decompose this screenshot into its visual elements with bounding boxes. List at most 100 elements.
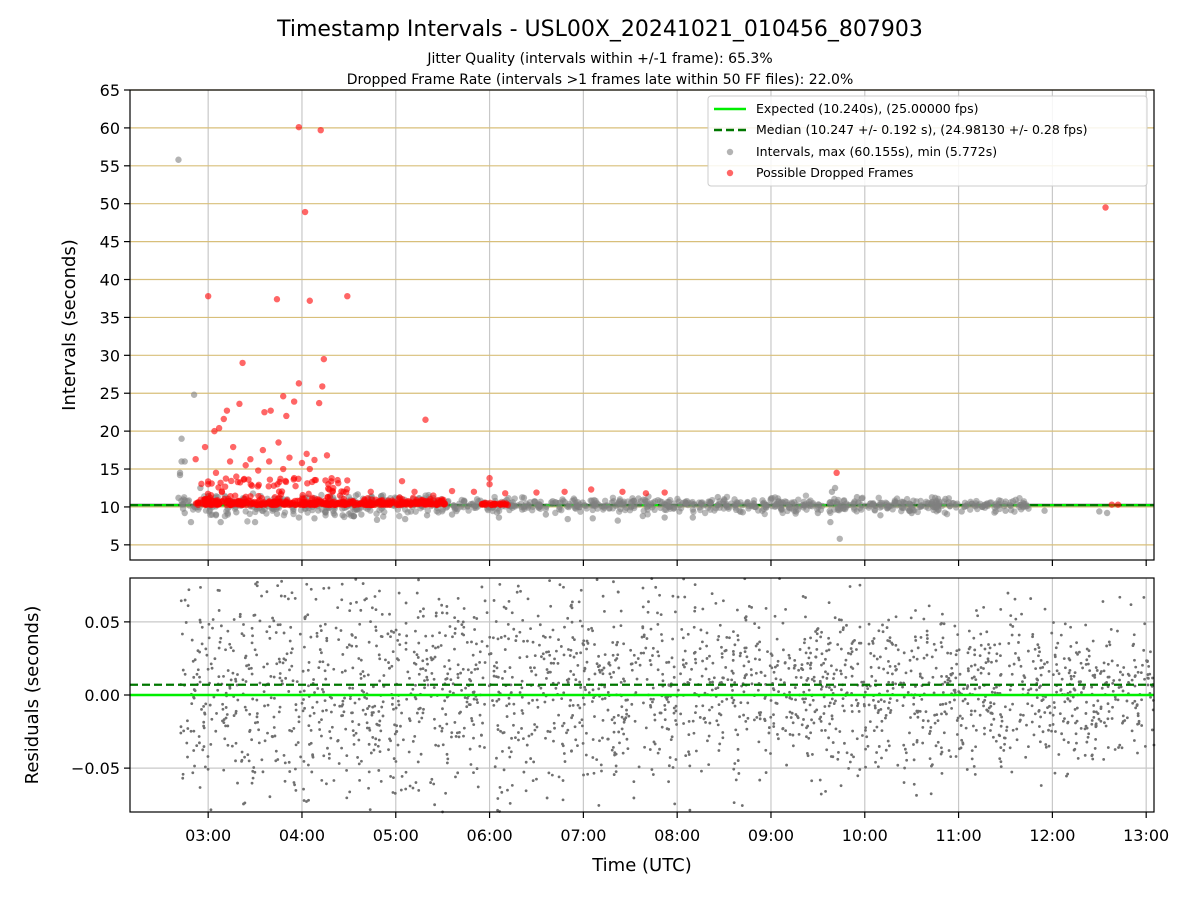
interval-point xyxy=(877,512,884,519)
dropped-frame-point xyxy=(201,443,209,451)
residual-point xyxy=(1090,722,1094,726)
residual-point xyxy=(844,658,848,662)
residual-point xyxy=(272,726,276,729)
residual-point xyxy=(192,729,196,733)
residual-point xyxy=(949,673,953,677)
residual-point xyxy=(903,766,907,770)
residual-point xyxy=(611,746,615,749)
residual-point xyxy=(432,686,436,689)
residual-point xyxy=(463,696,467,700)
residual-point xyxy=(505,715,509,718)
residual-point xyxy=(198,675,201,679)
residual-point xyxy=(415,711,419,715)
interval-point xyxy=(767,495,775,502)
interval-point xyxy=(520,494,528,502)
residual-point xyxy=(807,736,811,740)
residual-point xyxy=(956,716,960,720)
residual-point xyxy=(550,773,554,777)
residual-point xyxy=(994,739,998,743)
residual-point xyxy=(1141,663,1144,667)
residual-point xyxy=(397,703,401,707)
dropped-frame-point xyxy=(642,490,650,497)
residual-point xyxy=(894,643,898,647)
residual-point xyxy=(715,719,719,723)
residual-point xyxy=(255,653,259,657)
residual-point xyxy=(1065,774,1068,778)
residual-point xyxy=(278,623,282,627)
interval-point xyxy=(643,498,651,505)
residual-point xyxy=(325,782,328,786)
residual-point xyxy=(507,637,510,641)
residual-point xyxy=(395,657,399,661)
residual-point xyxy=(519,589,522,593)
residual-point xyxy=(688,764,692,768)
residual-point xyxy=(749,668,753,671)
residual-point xyxy=(425,657,429,661)
residual-point xyxy=(576,703,580,707)
dropped-frame-point xyxy=(301,208,309,216)
residual-point xyxy=(350,711,353,715)
residual-point xyxy=(574,678,578,682)
residual-point xyxy=(448,667,452,671)
residual-point xyxy=(813,710,817,714)
residual-point xyxy=(970,757,974,761)
residual-point xyxy=(394,628,398,632)
residual-point xyxy=(1074,721,1077,725)
interval-point xyxy=(893,499,900,507)
residual-point xyxy=(313,691,316,694)
residual-point xyxy=(367,770,371,774)
residual-point xyxy=(518,691,522,694)
residual-point xyxy=(990,660,993,664)
residual-point xyxy=(369,620,372,624)
interval-point xyxy=(743,500,750,507)
residual-point xyxy=(1066,772,1070,776)
residual-point xyxy=(620,715,624,719)
dropped-frame-point xyxy=(419,501,427,508)
residual-point xyxy=(710,705,714,709)
residual-point xyxy=(1083,753,1087,757)
interval-point xyxy=(422,492,429,499)
bottom-xtick-label-7: 10:00 xyxy=(842,826,888,845)
residual-point xyxy=(1005,725,1009,729)
residual-point xyxy=(939,703,942,707)
residual-point xyxy=(882,667,886,671)
residual-point xyxy=(738,654,742,658)
residual-point xyxy=(966,667,970,671)
residual-point xyxy=(302,689,306,693)
residual-point xyxy=(615,643,619,647)
dropped-frame-point xyxy=(226,458,234,465)
residual-point xyxy=(518,630,522,634)
residual-point xyxy=(732,653,735,656)
residual-point xyxy=(340,704,344,708)
residual-point xyxy=(336,606,340,610)
residual-point xyxy=(244,654,248,658)
residual-point xyxy=(329,710,333,714)
residual-point xyxy=(222,674,225,678)
residual-point xyxy=(916,646,920,650)
residual-point xyxy=(401,738,405,742)
residual-point xyxy=(920,697,924,701)
residual-point xyxy=(865,735,869,739)
residual-point xyxy=(179,599,183,603)
residual-point xyxy=(888,639,891,643)
residual-point xyxy=(309,635,313,639)
residual-point xyxy=(392,757,396,760)
residual-point xyxy=(272,619,276,623)
residual-point xyxy=(1010,770,1014,774)
residual-point xyxy=(507,599,511,603)
residual-point xyxy=(1069,677,1073,681)
residual-point xyxy=(610,748,614,752)
dropped-frame-point xyxy=(283,412,290,420)
residual-point xyxy=(374,743,377,746)
residual-point xyxy=(357,697,361,701)
interval-point xyxy=(181,509,188,517)
residual-point xyxy=(440,726,444,730)
residual-point xyxy=(901,704,905,708)
residual-point xyxy=(884,713,888,717)
residual-point xyxy=(470,671,473,674)
residual-point xyxy=(737,772,741,775)
residual-point xyxy=(989,704,993,708)
residual-point xyxy=(265,630,269,634)
interval-point xyxy=(954,500,961,507)
dropped-frame-point xyxy=(229,501,236,508)
